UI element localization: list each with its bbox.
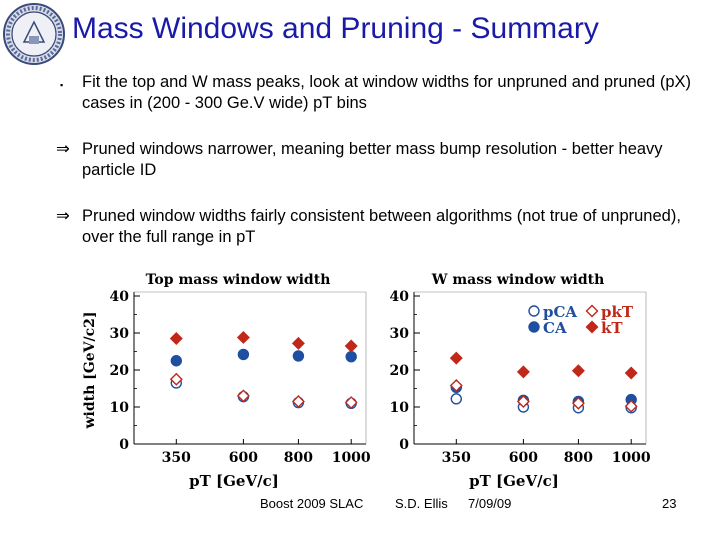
- bullet-text: Pruned window widths fairly consistent b…: [82, 207, 681, 246]
- footer-event: Boost 2009 SLAC: [260, 496, 364, 511]
- x-tick-label: 350: [442, 450, 471, 466]
- data-point-pca: [450, 393, 463, 405]
- y-tick-label: 20: [110, 363, 130, 379]
- data-point-ca: [170, 355, 183, 367]
- x-tick-label: 350: [162, 450, 191, 466]
- x-tick-label: 800: [284, 450, 313, 466]
- data-point-kt: [449, 351, 463, 365]
- slide-title: Mass Windows and Pruning - Summary: [72, 12, 599, 45]
- data-point-pkt: [571, 396, 585, 410]
- data-point-pkt: [516, 394, 530, 408]
- legend-marker-ca: [528, 321, 540, 333]
- bullet-list: ▪ Fit the top and W mass peaks, look at …: [56, 72, 706, 273]
- bullet-text: Pruned windows narrower, meaning better …: [82, 140, 663, 179]
- x-tick-label: 1000: [612, 450, 651, 466]
- data-point-pkt: [449, 379, 463, 393]
- data-point-kt: [291, 336, 305, 350]
- legend-label: CA: [543, 319, 567, 337]
- y-tick-label: 30: [390, 326, 410, 342]
- data-point-kt: [169, 332, 183, 346]
- bullet-item: ▪ Fit the top and W mass peaks, look at …: [56, 72, 706, 114]
- y-tick-label: 10: [110, 400, 130, 416]
- legend-marker-pca: [528, 305, 540, 317]
- implies-arrow-icon: ⇒: [56, 207, 70, 225]
- bullet-item: ⇒ Pruned windows narrower, meaning bette…: [56, 139, 706, 181]
- data-point-kt: [344, 339, 358, 353]
- x-tick-label: 800: [564, 450, 593, 466]
- y-axis-label: width [GeV/c2]: [82, 311, 98, 429]
- footer-page-number: 23: [662, 496, 677, 511]
- legend-label: pkT: [601, 303, 634, 321]
- x-tick-label: 600: [229, 450, 258, 466]
- y-tick-label: 0: [399, 437, 409, 453]
- implies-arrow-icon: ⇒: [56, 140, 70, 158]
- data-point-ca: [292, 350, 305, 362]
- y-tick-label: 40: [110, 289, 130, 305]
- legend-label: kT: [601, 319, 623, 337]
- y-tick-label: 30: [110, 326, 130, 342]
- data-point-pkt: [236, 389, 250, 403]
- data-point-pkt: [624, 399, 638, 413]
- y-tick-label: 0: [119, 437, 129, 453]
- x-tick-label: 600: [509, 450, 538, 466]
- y-tick-label: 10: [390, 400, 410, 416]
- square-bullet-icon: ▪: [60, 80, 64, 90]
- data-point-kt: [624, 366, 638, 380]
- data-point-pkt: [344, 396, 358, 410]
- w-mass-window-chart: W mass window width 0 10 20 30 40 350 600 800 100…: [390, 272, 651, 490]
- data-point-ca: [237, 348, 250, 361]
- legend-marker-pkt: [585, 304, 599, 318]
- chart-title: W mass window width: [431, 272, 605, 288]
- data-point-ca: [345, 350, 357, 363]
- data-point-pkt: [169, 372, 183, 386]
- x-axis-label: pT [GeV/c]: [469, 472, 559, 490]
- data-point-pkt: [291, 394, 305, 408]
- y-tick-label: 40: [390, 289, 410, 305]
- data-point-kt: [236, 330, 250, 344]
- footer-date: 7/09/09: [468, 496, 512, 511]
- data-point-kt: [571, 364, 585, 378]
- university-seal-logo: [3, 3, 65, 65]
- bullet-text: Fit the top and W mass peaks, look at wi…: [82, 73, 691, 112]
- top-mass-window-chart: Top mass window width 0 10 20 30 40 350 600 800 1…: [82, 272, 371, 490]
- bullet-item: ⇒ Pruned window widths fairly consistent…: [56, 206, 706, 248]
- chart-title: Top mass window width: [146, 272, 331, 288]
- footer-author: S.D. Ellis: [395, 496, 448, 511]
- y-tick-label: 20: [390, 363, 410, 379]
- legend-label: pCA: [543, 303, 577, 321]
- legend-marker-kt: [585, 320, 599, 334]
- data-point-kt: [516, 365, 530, 379]
- x-axis-label: pT [GeV/c]: [189, 472, 279, 490]
- x-tick-label: 1000: [332, 450, 371, 466]
